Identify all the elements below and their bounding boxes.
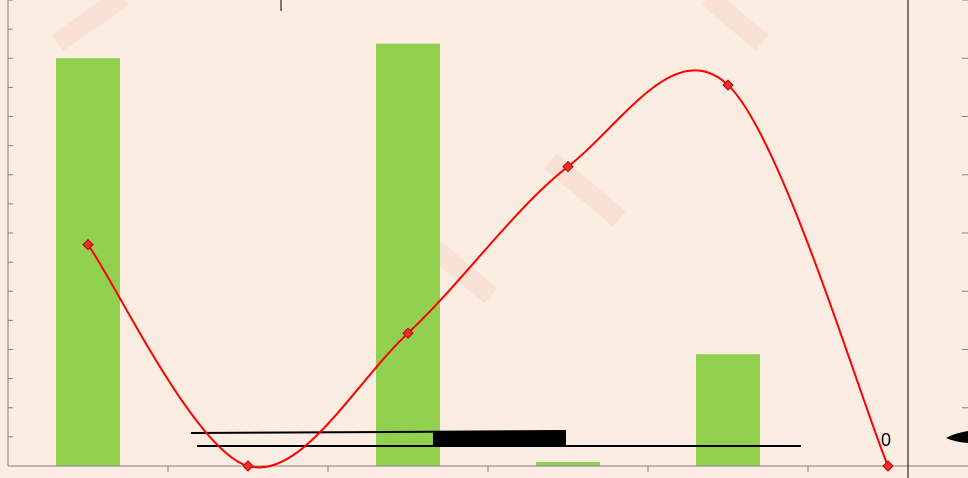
- overlay-right-shape: [946, 431, 968, 443]
- overlay-shapes: [190, 430, 968, 447]
- line-point-4: [562, 160, 574, 173]
- watermark-mark: [51, 0, 129, 52]
- watermark-mark: [544, 153, 626, 227]
- bar-3: [376, 43, 440, 466]
- bar-5: [696, 354, 760, 466]
- watermark-mark: [422, 236, 498, 304]
- axes: [7, 0, 968, 478]
- watermark-marks: [51, 0, 769, 304]
- annotations: 0: [881, 430, 891, 450]
- line-point-3: [402, 327, 414, 339]
- line-markers: [82, 79, 894, 472]
- line-point-6: [882, 460, 894, 472]
- line-point-2: [242, 460, 254, 472]
- line-point-1: [82, 238, 94, 251]
- annotation-label: 0: [881, 430, 891, 450]
- bar-1: [56, 58, 120, 466]
- bar-series: [56, 43, 760, 466]
- line-point-5: [722, 79, 734, 91]
- watermark-mark: [701, 0, 769, 51]
- line-series: [87, 69, 889, 469]
- bar-4: [536, 461, 600, 466]
- overlay-black-bar: [433, 430, 566, 446]
